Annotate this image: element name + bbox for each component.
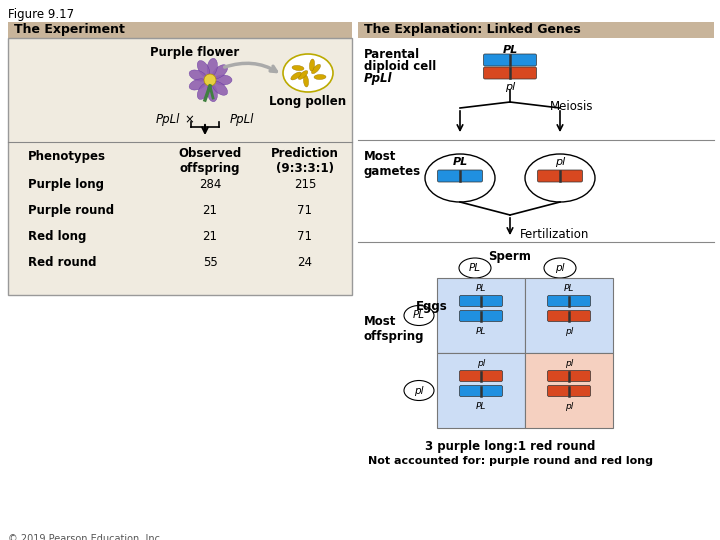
Text: PpLl: PpLl [364,72,392,85]
Text: Sperm: Sperm [489,250,531,263]
Text: 71: 71 [297,204,312,217]
Text: PL: PL [413,310,425,321]
FancyBboxPatch shape [547,370,590,381]
Ellipse shape [204,74,216,86]
Text: 21: 21 [202,204,217,217]
Text: PpLl: PpLl [230,113,254,126]
Text: ×: × [184,113,194,126]
Ellipse shape [291,72,301,80]
Text: PL: PL [476,327,486,336]
Text: Purple flower: Purple flower [150,46,240,59]
Text: Fertilization: Fertilization [520,228,590,241]
Ellipse shape [207,58,217,76]
Text: Red long: Red long [28,230,86,243]
Text: 21: 21 [202,230,217,243]
Text: Red round: Red round [28,256,96,269]
Text: pl: pl [565,327,573,336]
Ellipse shape [189,70,207,81]
Text: Prediction
(9:3:3:1): Prediction (9:3:3:1) [271,147,339,175]
Ellipse shape [303,75,309,87]
Text: Eggs: Eggs [416,300,448,313]
Ellipse shape [310,59,315,71]
Bar [8,22,352,38]
Text: pl: pl [565,359,573,368]
Text: 284: 284 [199,178,221,191]
Ellipse shape [212,65,228,79]
Text: Not accounted for: purple round and red long: Not accounted for: purple round and red … [367,456,652,466]
Text: Parental: Parental [364,48,420,61]
Ellipse shape [544,258,576,278]
Text: Most
offspring: Most offspring [364,315,425,343]
Ellipse shape [425,154,495,202]
Ellipse shape [212,82,228,95]
Ellipse shape [314,75,326,79]
FancyBboxPatch shape [547,295,590,307]
Ellipse shape [459,258,491,278]
FancyBboxPatch shape [459,370,503,381]
Ellipse shape [292,65,304,71]
Text: The Explanation: Linked Genes: The Explanation: Linked Genes [364,24,581,37]
Text: Figure 9.17: Figure 9.17 [8,8,74,21]
Ellipse shape [189,79,207,90]
Text: PL: PL [469,263,481,273]
Ellipse shape [197,60,210,77]
Text: © 2019 Pearson Education, Inc.: © 2019 Pearson Education, Inc. [8,534,163,540]
Text: Meiosis: Meiosis [550,100,593,113]
Text: The Experiment: The Experiment [14,24,125,37]
Text: pl: pl [565,402,573,411]
Ellipse shape [197,83,210,99]
Bar [437,278,525,353]
Text: Purple long: Purple long [28,178,104,191]
FancyBboxPatch shape [459,386,503,396]
Ellipse shape [207,84,217,102]
Text: PL: PL [476,402,486,411]
FancyBboxPatch shape [459,310,503,321]
Text: Long pollen: Long pollen [269,95,346,108]
Text: pl: pl [555,263,564,273]
Text: PpLl: PpLl [156,113,180,126]
FancyBboxPatch shape [547,386,590,396]
Text: 215: 215 [294,178,316,191]
FancyBboxPatch shape [484,54,536,66]
Bar [358,22,714,38]
Text: Most
gametes: Most gametes [364,150,421,178]
Text: PL: PL [503,45,518,55]
Ellipse shape [525,154,595,202]
Ellipse shape [214,75,232,85]
Text: pl: pl [505,82,515,92]
Ellipse shape [298,71,307,79]
FancyBboxPatch shape [438,170,482,182]
Text: Purple round: Purple round [28,204,114,217]
Text: 24: 24 [297,256,312,269]
Text: 3 purple long:1 red round: 3 purple long:1 red round [425,440,595,453]
Text: pl: pl [555,157,565,167]
Bar [437,353,525,428]
Text: Phenotypes: Phenotypes [28,150,106,163]
Ellipse shape [312,64,320,73]
Text: diploid cell: diploid cell [364,60,436,73]
Ellipse shape [283,54,333,92]
Text: 55: 55 [202,256,217,269]
Ellipse shape [404,306,434,326]
Text: PL: PL [564,284,574,293]
FancyBboxPatch shape [538,170,582,182]
Text: pl: pl [477,359,485,368]
Bar [8,38,352,295]
Ellipse shape [404,381,434,401]
FancyBboxPatch shape [547,310,590,321]
Text: PL: PL [476,284,486,293]
Bar [525,278,613,353]
Bar [525,353,613,428]
Text: PL: PL [452,157,467,167]
FancyBboxPatch shape [484,67,536,79]
Text: pl: pl [414,386,424,395]
Text: 71: 71 [297,230,312,243]
FancyBboxPatch shape [459,295,503,307]
Text: Observed
offspring: Observed offspring [179,147,242,175]
